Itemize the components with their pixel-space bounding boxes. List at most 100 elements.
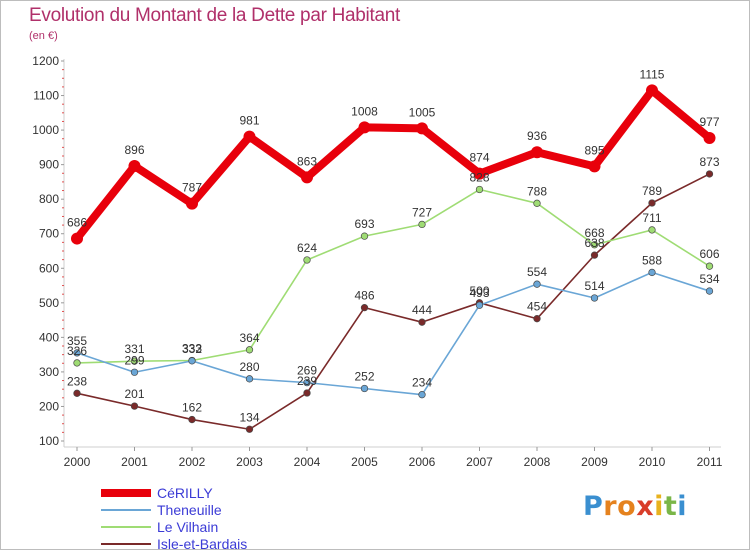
data-point [128,160,141,173]
data-label: 162 [182,401,202,415]
data-label: 711 [642,211,661,225]
x-tick-label: 2010 [639,455,666,469]
series-line-1 [73,86,714,243]
y-tick-label: 200 [39,399,59,413]
x-tick-label: 2011 [697,455,723,469]
data-point [73,359,81,367]
data-point [648,199,656,207]
y-tick-label: 900 [39,158,59,172]
data-point [705,262,714,270]
data-point [418,318,426,326]
legend-swatch [101,543,151,545]
data-point [130,402,139,410]
data-label: 895 [584,143,604,157]
data-label: 331 [124,342,144,356]
data-label: 486 [354,289,374,303]
data-point [418,391,426,399]
data-label: 201 [124,387,144,401]
legend-label: Theneuille [157,502,222,518]
data-label: 332 [182,342,202,356]
y-tick-label: 400 [39,330,59,344]
data-label: 981 [239,114,259,128]
legend-swatch [101,509,151,511]
data-label: 863 [297,154,317,168]
data-point [360,232,369,240]
chart-legend: CéRILLY Theneuille Le Vilhain Isle-et-Barda… [101,485,361,553]
data-point [360,304,369,312]
data-label: 444 [412,303,432,317]
data-point [303,389,311,397]
data-point [416,122,428,135]
data-point [245,375,254,383]
data-point [590,241,599,249]
x-tick-label: 2000 [64,455,91,469]
data-label: 873 [699,155,719,169]
data-point [705,170,714,178]
y-tick-label: 500 [39,296,59,310]
data-label: 252 [354,369,374,383]
x-tick-label: 2007 [466,455,493,469]
data-point [243,130,256,143]
logo-letter: i [677,491,688,522]
data-point [360,384,369,393]
data-point [475,185,484,194]
data-point [705,287,714,295]
data-label: 828 [469,171,489,185]
logo-letter: P [583,491,604,522]
legend-item: Theneuille [101,502,361,519]
data-point [358,121,371,134]
data-label: 280 [239,360,259,374]
data-point [130,357,139,365]
data-label: 668 [584,226,604,240]
y-tick-label: 1100 [33,89,59,103]
data-label: 727 [412,205,432,219]
data-label: 333 [182,342,202,356]
data-label: 355 [67,334,87,348]
legend-item: Le Vilhain [101,519,361,536]
legend-label: Isle-et-Bardais [157,536,248,552]
data-label: 638 [584,236,604,250]
data-label: 454 [527,300,547,314]
data-point [71,232,83,245]
x-tick-label: 2002 [179,455,206,469]
data-point [186,197,198,210]
data-label: 1008 [351,104,378,118]
data-label: 134 [239,410,259,424]
data-point [303,256,311,264]
data-label: 606 [699,247,719,261]
data-point [303,378,311,387]
legend-label: CéRILLY [157,485,213,501]
data-point [531,146,543,159]
logo-letter: r [603,491,618,522]
legend-swatch [101,489,151,497]
y-tick-label: 1000 [32,123,59,137]
data-point [703,132,716,145]
chart-unit-label: (en €) [29,30,58,42]
data-label: 238 [67,374,87,388]
data-point [648,226,656,234]
data-label: 1115 [640,67,665,81]
data-label: 534 [699,272,719,286]
data-label: 269 [297,364,317,378]
legend-item: Isle-et-Bardais [101,536,361,553]
data-point [648,268,656,277]
x-tick-label: 2006 [409,455,436,469]
legend-swatch [101,526,151,528]
data-point [533,280,541,288]
data-point [245,425,254,433]
x-tick-label: 2004 [294,455,321,469]
y-tick-label: 100 [39,434,59,448]
data-point [473,167,486,180]
data-point [590,294,599,302]
data-label: 554 [527,265,547,279]
data-point [590,251,599,259]
logo-letter: x [636,491,655,522]
data-point [533,199,541,207]
data-label: 1005 [409,105,436,119]
data-label: 500 [469,284,489,298]
data-label: 239 [297,374,317,388]
data-label: 977 [699,115,719,129]
data-label: 787 [182,181,202,195]
